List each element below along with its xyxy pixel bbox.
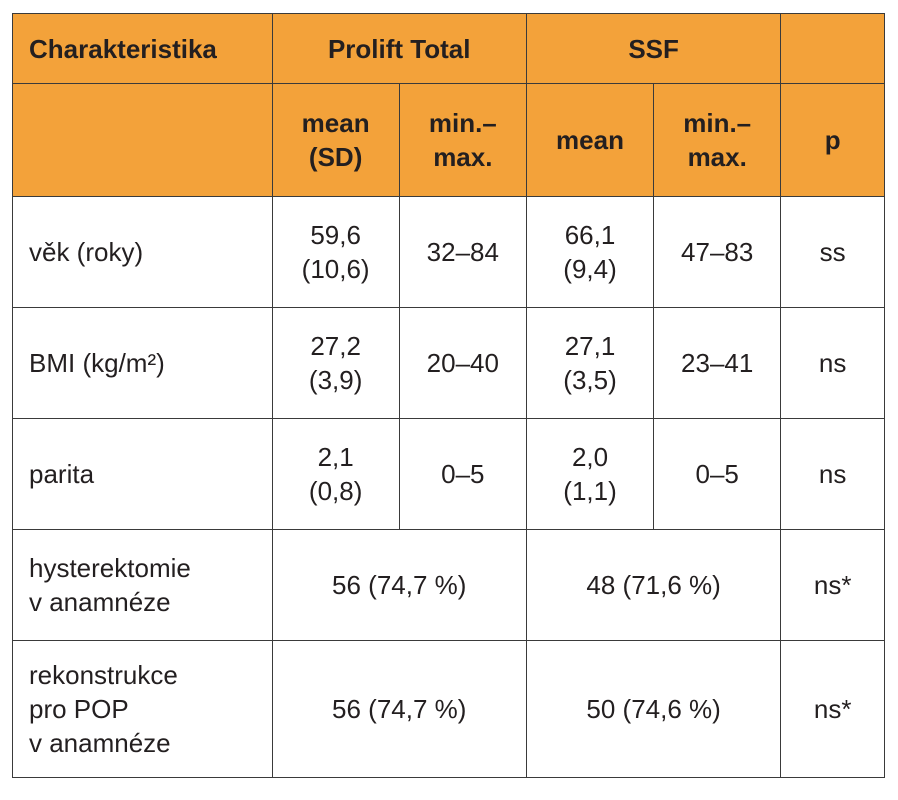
row-label: parita [12,418,273,530]
ssf-range-cell: 23–41 [653,307,782,419]
header-characteristic: Charakteristika [12,13,273,84]
header-empty [780,13,885,84]
ssf-range-cell: 47–83 [653,196,782,308]
table-row-reconstruction: rekonstrukce pro POP v anamnéze 56 (74,7… [12,640,885,778]
row-label-line1: hysterektomie [29,553,191,583]
ssf-mean-value: 2,0 [571,442,609,472]
prolift-sd-value: (3,9) [308,365,363,395]
prolift-range-cell: 0–5 [398,418,527,530]
ssf-range-cell: 0–5 [653,418,782,530]
prolift-mean-cell: 27,2 (3,9) [271,307,400,419]
header-minmax-prolift-line1: min.– [428,108,497,138]
row-label-line3: v anamnéze [29,728,171,758]
prolift-count-cell: 56 (74,7 %) [271,640,527,778]
header-mean-sd: mean (SD) [271,83,400,197]
prolift-mean-value: 2,1 [317,442,354,472]
header-mean-ssf: mean [525,83,655,197]
ssf-count-cell: 48 (71,6 %) [525,529,782,641]
ssf-mean-value: 27,1 [564,331,616,361]
ssf-mean-cell: 2,0 (1,1) [525,418,655,530]
table-row-age: věk (roky) 59,6 (10,6) 32–84 66,1 (9,4) … [12,196,885,308]
row-label-line2: v anamnéze [29,587,171,617]
row-label-line1: rekonstrukce [29,660,178,690]
table-row-hysterectomy: hysterektomie v anamnéze 56 (74,7 %) 48 … [12,529,885,641]
p-value-cell: ss [780,196,885,308]
prolift-range-cell: 32–84 [398,196,527,308]
header-minmax-ssf: min.– max. [653,83,782,197]
prolift-range-cell: 20–40 [398,307,527,419]
p-value-cell: ns* [780,640,885,778]
table-row-parity: parita 2,1 (0,8) 0–5 2,0 (1,1) 0–5 ns [12,418,885,530]
row-label: rekonstrukce pro POP v anamnéze [12,640,273,778]
ssf-mean-cell: 66,1 (9,4) [525,196,655,308]
header-p: p [780,83,885,197]
p-value-cell: ns [780,307,885,419]
prolift-count-cell: 56 (74,7 %) [271,529,527,641]
prolift-mean-cell: 59,6 (10,6) [271,196,400,308]
row-label: věk (roky) [12,196,273,308]
header-minmax-ssf-line1: min.– [683,108,752,138]
header-row-2: mean (SD) min.– max. mean min.– max. p [12,83,885,197]
header-minmax-prolift-line2: max. [433,142,493,172]
header-minmax-prolift: min.– max. [398,83,527,197]
prolift-mean-value: 27,2 [310,331,361,361]
header-mean-sd-line2: (SD) [308,142,363,172]
p-value-cell: ns* [780,529,885,641]
prolift-mean-cell: 2,1 (0,8) [271,418,400,530]
table-row-bmi: BMI (kg/m²) 27,2 (3,9) 20–40 27,1 (3,5) … [12,307,885,419]
header-empty-label [12,83,273,197]
ssf-mean-value: 66,1 [564,220,616,250]
ssf-mean-cell: 27,1 (3,5) [525,307,655,419]
row-label: BMI (kg/m²) [12,307,273,419]
prolift-mean-value: 59,6 [310,220,361,250]
row-label-line2: pro POP [29,694,129,724]
row-label: hysterektomie v anamnéze [12,529,273,641]
ssf-sd-value: (3,5) [563,365,617,395]
table-container: Charakteristika Prolift Total SSF mean (… [12,13,885,778]
header-group-prolift: Prolift Total [271,13,527,84]
header-row-1: Charakteristika Prolift Total SSF [12,13,885,84]
header-minmax-ssf-line2: max. [687,142,747,172]
characteristics-table: Charakteristika Prolift Total SSF mean (… [12,13,885,778]
ssf-count-cell: 50 (74,6 %) [525,640,782,778]
ssf-sd-value: (1,1) [563,476,617,506]
p-value-cell: ns [780,418,885,530]
header-group-ssf: SSF [525,13,782,84]
header-mean-sd-line1: mean [301,108,370,138]
prolift-sd-value: (10,6) [301,254,370,284]
ssf-sd-value: (9,4) [563,254,617,284]
prolift-sd-value: (0,8) [308,476,363,506]
